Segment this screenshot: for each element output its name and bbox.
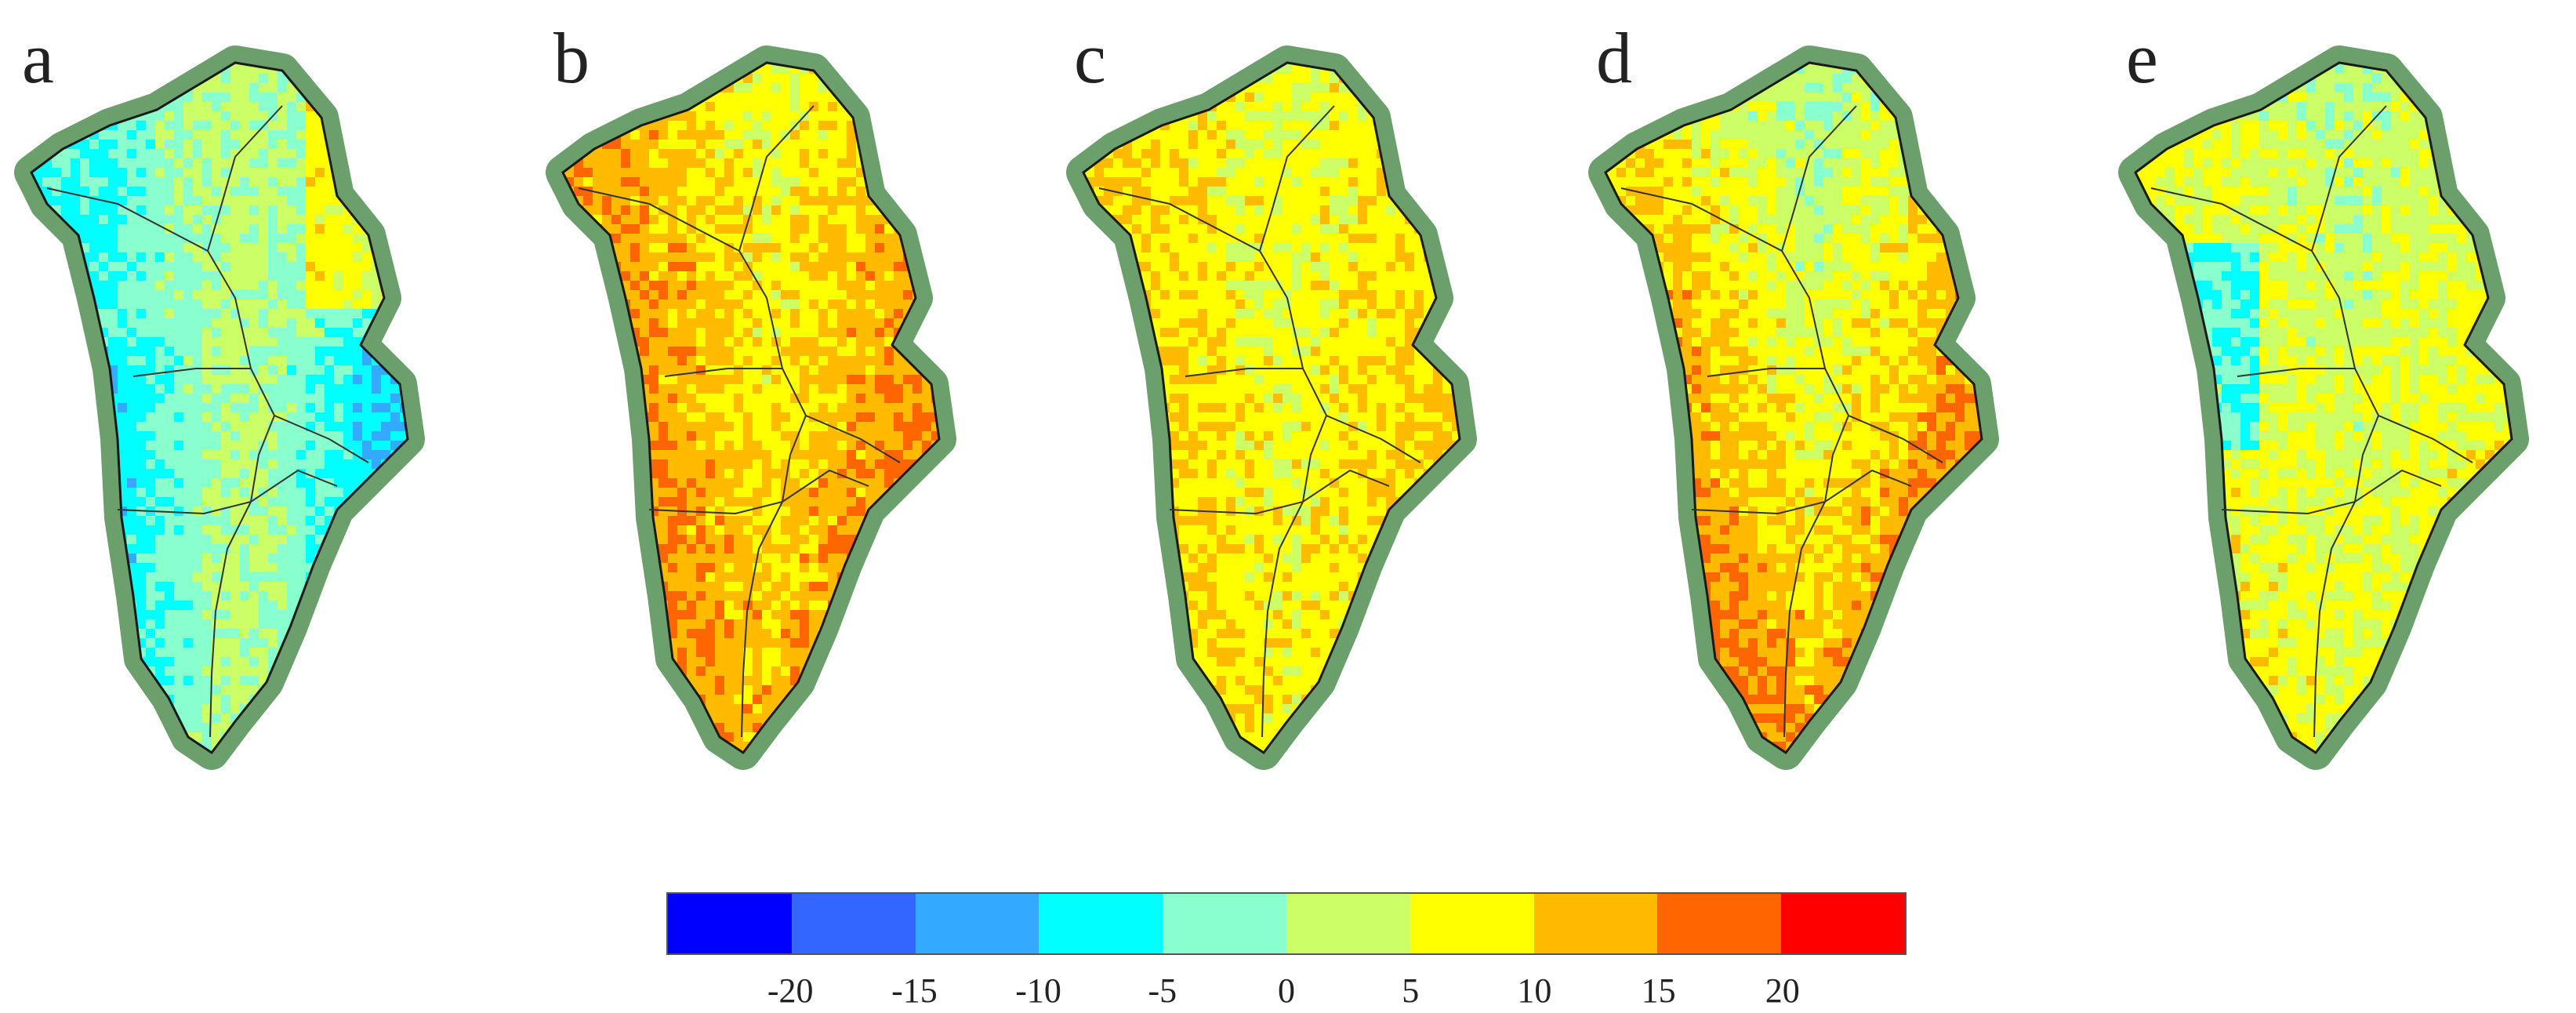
ice-sheet-outline [1082,61,1461,755]
colorbar [666,892,1907,955]
ice-sheet-outline [2134,61,2513,755]
basin-divide-line [2150,187,2356,369]
colorbar-tick-label: -10 [1015,971,1061,1010]
colorbar-swatch [668,894,792,953]
colorbar-swatch [791,894,916,953]
basin-divide-line [2237,368,2473,463]
panel-letter-d: d [1596,18,1632,98]
basin-divide-line [1781,105,1857,252]
map-panel-e [2118,45,2529,770]
colorbar-tick-label: -20 [767,971,814,1010]
basin-divide-line [664,368,901,463]
colorbar-swatch [1657,894,1782,953]
basin-divide-line [1261,501,1304,738]
basin-divide-line [2311,105,2387,252]
ice-field [31,63,408,753]
basin-divide-line [46,187,252,369]
colorbar-tick-label: -5 [1148,971,1177,1010]
colorbar-tick-label: -15 [891,971,938,1010]
ice-sheet-outline [561,61,941,755]
basin-divide-line [782,415,807,503]
basin-divide-line [1259,105,1335,252]
colorbar-tick-label: 5 [1402,971,1420,1010]
basin-divide-line [1707,368,1943,463]
panel-letter-c: c [1074,18,1106,98]
basin-divide-line [578,187,783,369]
basin-divide-line [1620,187,1826,369]
basin-divide-line [209,501,252,738]
basin-divide-line [132,368,369,463]
colorbar-swatch [1039,894,1163,953]
panel-letter-b: b [553,18,590,98]
colorbar-tick-label: 20 [1765,971,1800,1010]
basin-divide-line [207,105,283,252]
ice-field [563,63,939,753]
ice-sheet-outline [1604,61,1983,755]
basin-divide-line [1783,501,1826,738]
basin-divide-line [2313,501,2356,738]
colorbar-swatch [1533,894,1658,953]
basin-divide-line [741,501,783,738]
panel-letter-a: a [22,18,54,98]
colorbar-swatch [1410,894,1534,953]
ice-field [1083,63,1460,753]
colorbar-tick-label: 15 [1641,971,1676,1010]
colorbar-swatch [915,894,1039,953]
basin-divide-line [1098,187,1304,369]
basin-divide-line [1185,368,1421,463]
map-panel-a [14,45,425,770]
colorbar-swatch [1163,894,1286,953]
ice-field [2135,63,2512,753]
basin-divide-line [1302,415,1327,503]
panel-letter-e: e [2126,18,2158,98]
map-panel-b [546,45,956,770]
map-panel-c [1066,45,1477,770]
basin-divide-line [1824,415,1849,503]
basin-divide-line [2354,415,2379,503]
ice-sheet-outline [30,61,409,755]
ice-field [1605,63,1982,753]
basin-divide-line [250,415,275,503]
colorbar-swatch [1781,894,1905,953]
colorbar-swatch [1286,894,1410,953]
basin-divide-line [738,105,815,252]
colorbar-tick-label: 10 [1517,971,1552,1010]
map-panel-d [1588,45,1999,770]
maps-area [14,45,2529,770]
colorbar-tick-label: 0 [1278,971,1295,1010]
